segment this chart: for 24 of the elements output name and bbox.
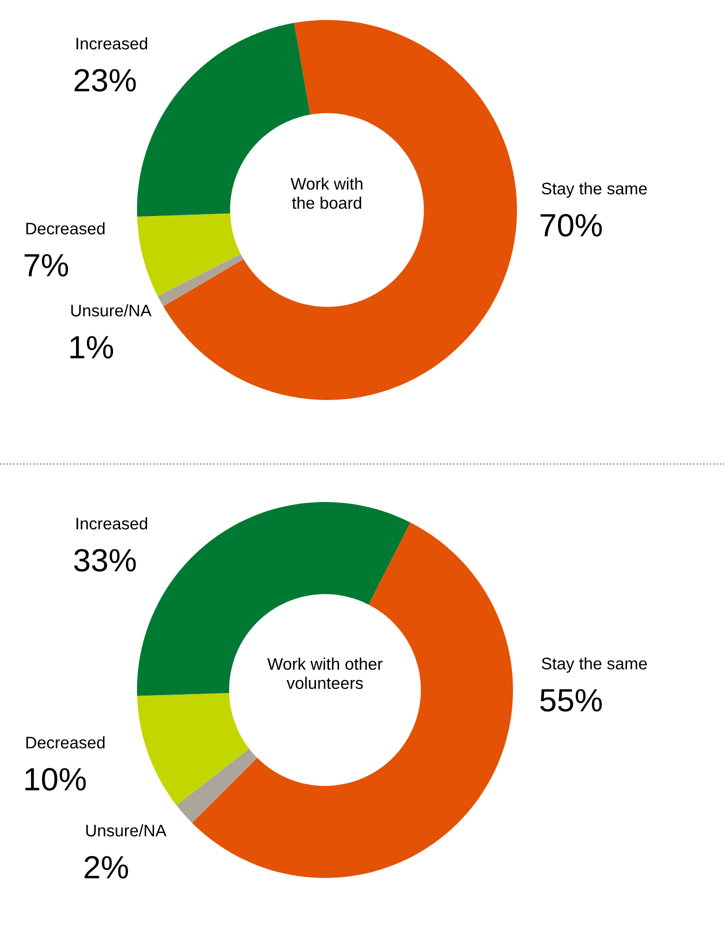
donut-slice <box>163 20 517 400</box>
donut-slice <box>192 522 513 878</box>
slice-label: Decreased <box>26 222 105 234</box>
data-label: 33% <box>74 548 136 572</box>
donut-slice <box>137 213 241 296</box>
text: Work with the board <box>290 177 362 209</box>
donut-slice <box>158 254 244 306</box>
data-label: 2% <box>84 856 128 878</box>
donut-slice <box>176 748 258 823</box>
slice-label: Stay the same <box>542 182 647 198</box>
slice-label: Decreased <box>26 736 105 748</box>
data-label: 70% <box>540 214 602 237</box>
slice-label: Unsure/NA <box>86 824 166 836</box>
data-label: 1% <box>70 336 114 358</box>
slice-label: Stay the same <box>542 657 647 673</box>
data-label: 23% <box>74 68 136 92</box>
slice-label: Unsure/NA <box>71 304 152 316</box>
slice-label: Increased <box>76 37 148 50</box>
donut-slice <box>137 693 250 806</box>
data-label: 55% <box>540 689 602 712</box>
data-label: 10% <box>25 768 86 791</box>
text: Work with other volunteers <box>267 658 382 690</box>
data-label: 7% <box>24 254 68 276</box>
slice-label: Increased <box>76 517 148 530</box>
